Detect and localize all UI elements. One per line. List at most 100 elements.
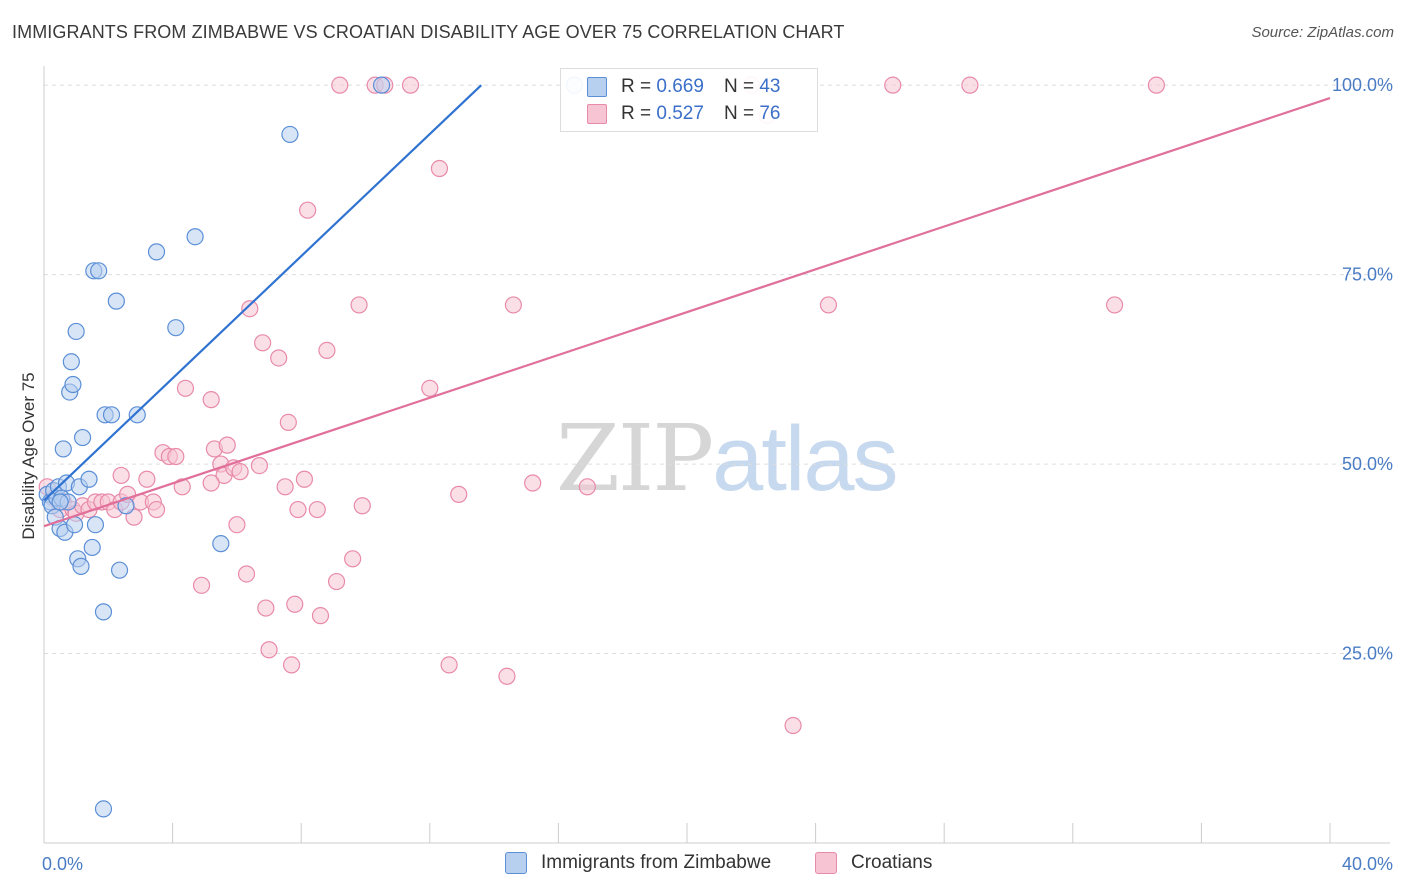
zimbabwe-point-36 [186,228,204,246]
legend-r-label: R = [621,76,652,97]
zimbabwe-point-14 [62,353,80,371]
croatians-point-49 [318,341,336,360]
croatians-point-45 [295,470,314,488]
croatians-point-60 [498,667,516,685]
croatians-point-40 [270,349,288,367]
legend-n-value: 76 [759,103,781,124]
axes [43,66,1390,844]
croatians-point-70 [1105,296,1124,314]
y-tick-label-50: 50.0% [1342,454,1393,474]
x-tick-label-max: 40.0% [1342,854,1393,874]
croatians-point-50 [327,572,346,591]
y-tick-label-25: 25.0% [1342,644,1393,664]
zimbabwe-trend-line [43,84,482,502]
croatians-point-26 [202,391,220,409]
zimbabwe-point-23 [83,538,101,557]
croatians-point-22 [167,447,185,466]
croatians-point-73 [401,76,420,94]
croatians-point-44 [286,595,304,613]
zimbabwe-point-35 [167,319,185,337]
zimbabwe-point-30 [107,292,125,310]
zimbabwe-point-31 [110,561,129,579]
croatians-point-32 [228,516,246,534]
bottom-legend-swatch-pink [815,852,837,874]
croatians-point-23 [173,478,191,496]
bottom-legend-croatians: Croatians [815,852,932,874]
legend-n-label: N = [723,76,755,97]
zimbabwe-point-26 [90,262,108,280]
x-tick-label-min: 0.0% [42,854,83,874]
croatians-point-59 [450,485,468,503]
croatians-point-56 [421,379,439,397]
zimbabwe-points [38,76,584,818]
croatians-point-74 [289,500,307,519]
croatians-point-52 [350,296,368,314]
croatians-trend-line [43,96,1331,528]
watermark-atlas: atlas [712,408,898,510]
zimbabwe-point-38 [281,125,299,144]
zimbabwe-point-25 [86,516,105,534]
axis-labels: 25.0% 50.0% 75.0% 100.0% 0.0% 40.0% Disability… [19,75,1393,874]
croatians-point-66 [784,716,802,735]
y-axis-label: Disability Age Over 75 [19,372,38,539]
legend-row-croatians: R = 0.527 N = 76 [587,101,780,127]
bottom-legend-zimbabwe: Immigrants from Zimbabwe [505,852,771,874]
croatians-point-30 [218,436,236,454]
legend-r-label: R = [621,103,652,124]
zimbabwe-point-17 [67,322,85,341]
legend-n-label: N = [723,103,755,124]
zimbabwe-point-9 [54,440,72,458]
zimbabwe-point-29 [102,406,121,424]
croatians-point-61 [504,296,522,314]
croatians-point-51 [344,550,362,568]
zimbabwe-point-15 [64,375,82,394]
croatians-point-53 [353,497,371,515]
croatians-point-48 [311,607,330,625]
zimbabwe-point-32 [117,497,135,515]
zimbabwe-point-21 [73,428,92,447]
bottom-legend-swatch-blue [505,852,527,874]
watermark: ZIPatlas [556,405,899,512]
croatians-point-72 [331,76,349,94]
zimbabwe-point-33 [128,406,146,424]
legend-row-zimbabwe: R = 0.669 N = 43 [587,74,780,100]
croatians-point-41 [276,478,294,496]
croatians-point-13 [112,466,130,485]
croatians-point-25 [192,576,211,594]
bottom-legend-label-zimbabwe: Immigrants from Zimbabwe [541,852,772,873]
stats-legend: R = 0.669 N = 43 R = 0.527 N = 76 [560,68,818,132]
croatians-point-46 [299,201,317,219]
y-tick-label-75: 75.0% [1342,265,1393,285]
y-tick-label-100: 100.0% [1332,75,1393,95]
croatians-point-39 [260,641,278,659]
chart-title: IMMIGRANTS FROM ZIMBABWE VS CROATIAN DIS… [12,22,845,42]
watermark-zip: ZIP [556,405,714,512]
croatians-point-57 [430,159,449,178]
legend-swatch-blue [587,77,607,97]
trend-lines [43,84,1331,528]
croatians-point-37 [254,334,272,352]
croatians-point-63 [578,478,596,496]
croatians-point-33 [231,463,249,481]
croatians-points [38,76,1165,735]
croatians-point-34 [237,565,256,583]
croatians-point-17 [138,470,156,488]
legend-r-value: 0.669 [656,76,704,97]
croatians-point-24 [176,379,195,397]
zimbabwe-point-37 [212,535,230,553]
zimbabwe-point-27 [94,603,113,621]
croatians-point-35 [241,300,259,318]
croatians-point-19 [147,500,166,519]
croatians-point-71 [1147,76,1165,94]
croatians-point-38 [257,599,275,617]
zimbabwe-point-41 [94,800,113,818]
croatians-point-42 [279,413,297,431]
zimbabwe-point-39 [372,76,391,94]
zimbabwe-point-42 [51,493,69,511]
croatians-point-43 [282,656,301,674]
bottom-legend-label-croatians: Croatians [851,852,933,873]
croatians-point-69 [961,76,979,94]
croatians-point-68 [884,76,902,94]
croatians-point-36 [250,456,269,475]
